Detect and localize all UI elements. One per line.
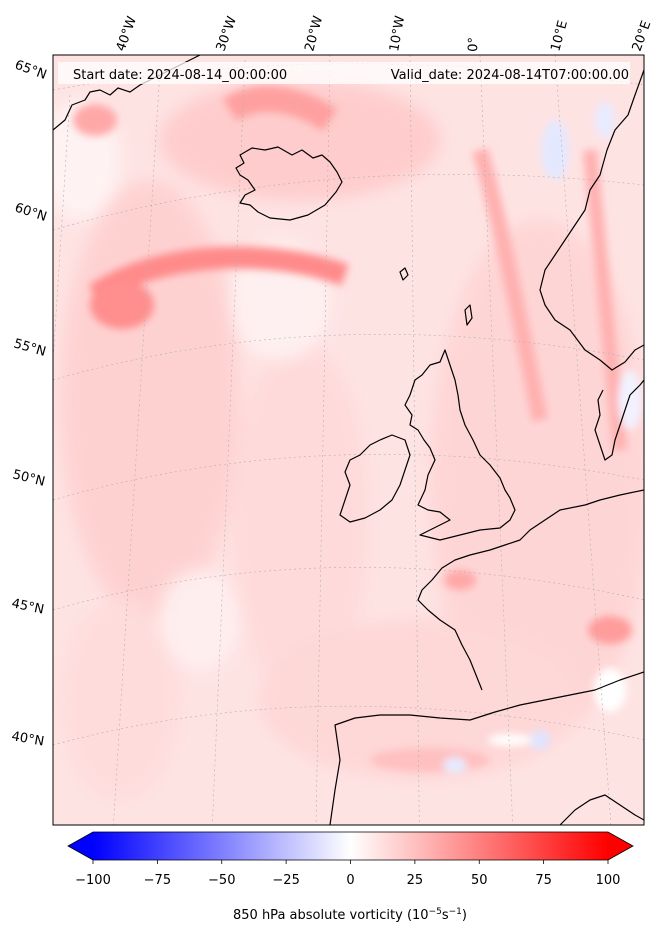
map-frame — [52, 54, 645, 826]
scandinavia-coast — [539, 69, 644, 371]
iceland-coast — [235, 146, 343, 221]
lat-label-65n: 65°N — [13, 58, 49, 83]
colorbar-label-exp1: −5 — [429, 907, 442, 917]
lon-label-0: 0° — [466, 37, 482, 52]
lat-label-45n: 45°N — [10, 596, 45, 617]
colorbar-label: 850 hPa absolute vorticity (10−5s−1) — [233, 907, 467, 923]
lon-label-10e: 10°E — [548, 19, 571, 53]
lon-label-40w: 40°W — [114, 14, 140, 53]
colorbar-extend-max — [608, 832, 633, 860]
lon-label-10w: 10°W — [387, 15, 408, 53]
colorbar-tick-label: 75 — [535, 873, 552, 888]
ireland-coast — [339, 434, 411, 523]
colorbar-tick-label: 100 — [596, 873, 621, 888]
lon-label-20w: 20°W — [302, 14, 326, 53]
colorbar-tick-label: 25 — [407, 873, 424, 888]
europe-mainland-coast — [417, 489, 644, 691]
lon-label-30w: 30°W — [214, 14, 240, 53]
colorbar-fill — [93, 832, 608, 860]
colorbar-label-mid: s — [442, 908, 449, 923]
colorbar-tick-label: 0 — [346, 873, 354, 888]
colorbar-tick-label: −50 — [208, 873, 235, 888]
start-date-label: Start date: 2024-08-14_00:00:00 — [73, 68, 287, 83]
lat-label-60n: 60°N — [13, 201, 49, 225]
colorbar: −100 −75 −50 −25 0 25 50 75 100 850 hPa absolute… — [67, 831, 634, 923]
shetland-islands — [464, 304, 473, 326]
lat-label-55n: 55°N — [12, 336, 48, 359]
lon-label-20e: 20°E — [630, 19, 655, 54]
colorbar-label-exp2: −1 — [449, 907, 462, 917]
colorbar-tick-label: −25 — [272, 873, 299, 888]
colorbar-tick-label: −75 — [144, 873, 171, 888]
coastlines — [53, 55, 644, 825]
faroe-islands — [399, 267, 409, 281]
lat-label-40n: 40°N — [10, 729, 45, 749]
colorbar-label-main: 850 hPa absolute vorticity (10 — [233, 908, 429, 923]
vorticity-field — [53, 55, 644, 825]
lat-label-50n: 50°N — [11, 467, 46, 489]
longitude-labels: 40°W 30°W 20°W 10°W 0° 10°E 20°E — [114, 14, 655, 53]
great-britain-coast — [404, 349, 516, 541]
date-header-background — [58, 62, 630, 84]
valid-date-label: Valid_date: 2024-08-14T07:00:00.00 — [391, 68, 629, 83]
colorbar-label-end: ) — [462, 908, 467, 923]
north-africa-coast — [559, 794, 644, 825]
denmark-coast — [594, 379, 644, 461]
graticule — [53, 55, 644, 825]
colorbar-extend-min — [68, 832, 93, 860]
map-panel: Start date: 2024-08-14_00:00:00 Valid_da… — [52, 54, 645, 826]
colorbar-ticks: −100 −75 −50 −25 0 25 50 75 100 — [75, 860, 620, 888]
colorbar-tick-label: 50 — [471, 873, 488, 888]
latitude-labels: 65°N 60°N 55°N 50°N 45°N 40°N — [10, 58, 48, 750]
colorbar-tick-label: −100 — [75, 873, 111, 888]
iberia-coast — [329, 671, 644, 825]
